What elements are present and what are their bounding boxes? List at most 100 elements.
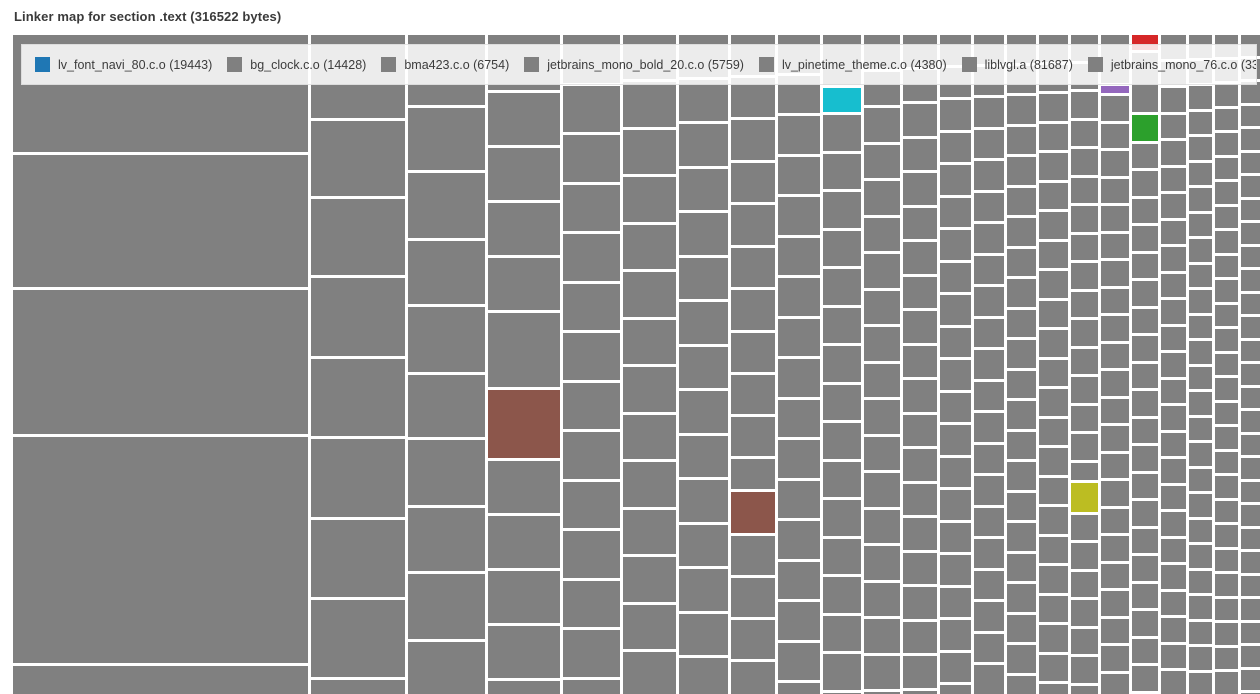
treemap-cell[interactable] <box>1161 247 1186 271</box>
treemap-cell[interactable] <box>940 230 971 260</box>
treemap-cell[interactable] <box>408 173 485 238</box>
treemap-cell[interactable] <box>974 602 1004 631</box>
treemap-cell[interactable] <box>488 148 560 200</box>
treemap-cell[interactable] <box>940 360 971 390</box>
treemap-cell[interactable] <box>1215 599 1238 620</box>
treemap-cell[interactable] <box>488 626 560 678</box>
treemap-cell[interactable] <box>1132 364 1158 388</box>
treemap-cell[interactable] <box>1161 539 1186 562</box>
treemap-cell[interactable] <box>940 555 971 585</box>
treemap-cell[interactable] <box>1241 670 1260 690</box>
treemap-cell[interactable] <box>903 415 937 446</box>
treemap-cell[interactable] <box>1039 94 1068 121</box>
treemap-cell[interactable] <box>408 642 485 694</box>
treemap-cell[interactable] <box>1189 469 1212 491</box>
treemap-cell[interactable] <box>1161 194 1186 218</box>
treemap-cell[interactable] <box>864 546 900 580</box>
treemap-cell[interactable] <box>679 436 728 477</box>
treemap-cell[interactable] <box>778 683 820 694</box>
treemap-cell[interactable] <box>1007 249 1036 276</box>
treemap-cell[interactable] <box>488 203 560 255</box>
treemap-cell[interactable] <box>1241 529 1260 549</box>
treemap-cell[interactable] <box>1071 235 1098 260</box>
treemap-cell[interactable] <box>563 185 620 231</box>
treemap-cell[interactable] <box>1241 223 1260 244</box>
treemap-cell[interactable] <box>1241 270 1260 291</box>
treemap-cell[interactable] <box>488 681 560 694</box>
treemap-cell[interactable] <box>778 440 820 478</box>
treemap-cell[interactable] <box>823 616 861 651</box>
treemap-cell[interactable] <box>1007 340 1036 368</box>
treemap-cell[interactable] <box>1241 505 1260 526</box>
treemap-cell[interactable] <box>903 449 937 481</box>
treemap-cell[interactable] <box>679 391 728 433</box>
treemap-cell[interactable] <box>1189 341 1212 364</box>
treemap-cell[interactable] <box>940 620 971 650</box>
treemap-cell[interactable] <box>1101 289 1129 313</box>
treemap-cell[interactable] <box>864 656 900 689</box>
treemap-cell[interactable] <box>1241 364 1260 385</box>
treemap-cell[interactable] <box>1215 574 1238 596</box>
treemap-cell[interactable] <box>1189 494 1212 517</box>
treemap-cell[interactable] <box>731 662 775 694</box>
treemap-cell[interactable] <box>1161 274 1186 297</box>
treemap-cell[interactable] <box>903 173 937 205</box>
treemap-cell[interactable] <box>1241 247 1260 267</box>
treemap-cell[interactable] <box>864 108 900 142</box>
treemap-cell[interactable] <box>778 562 820 599</box>
treemap-cell[interactable] <box>563 680 620 694</box>
treemap-cell[interactable] <box>563 432 620 479</box>
treemap-cell[interactable] <box>1241 599 1260 620</box>
treemap-cell[interactable] <box>864 364 900 397</box>
treemap-cell[interactable] <box>1007 645 1036 673</box>
treemap-cell[interactable] <box>311 520 405 597</box>
treemap-cell[interactable] <box>903 139 937 170</box>
treemap-cell[interactable] <box>974 350 1004 379</box>
treemap-cell[interactable] <box>778 278 820 316</box>
treemap-cell[interactable] <box>1101 564 1129 588</box>
treemap-cell[interactable] <box>1039 360 1068 386</box>
treemap-cell[interactable] <box>974 508 1004 536</box>
treemap-cell[interactable] <box>1071 206 1098 232</box>
treemap-cell[interactable] <box>823 577 861 613</box>
treemap-cell[interactable] <box>1189 367 1212 389</box>
treemap-cell[interactable] <box>1241 646 1260 667</box>
treemap-cell[interactable] <box>731 375 775 414</box>
treemap-cell[interactable] <box>311 600 405 677</box>
treemap-cell[interactable] <box>1132 336 1158 361</box>
treemap-cell[interactable] <box>864 218 900 251</box>
treemap-cell[interactable] <box>679 525 728 566</box>
treemap-cell[interactable] <box>1071 121 1098 146</box>
treemap-cell[interactable] <box>1161 88 1186 112</box>
treemap-cell[interactable] <box>823 231 861 266</box>
treemap-cell[interactable] <box>778 197 820 235</box>
treemap-cell[interactable] <box>1215 648 1238 669</box>
treemap-cell[interactable] <box>13 437 308 663</box>
treemap-cell[interactable] <box>1101 426 1129 451</box>
treemap-cell[interactable] <box>1215 256 1238 277</box>
treemap-cell[interactable] <box>940 393 971 422</box>
treemap-cell[interactable] <box>864 327 900 361</box>
treemap-cell[interactable] <box>1132 556 1158 581</box>
treemap-cell[interactable] <box>1007 493 1036 520</box>
treemap-cell[interactable] <box>1071 349 1098 374</box>
treemap-cell[interactable] <box>864 510 900 543</box>
treemap-cell[interactable] <box>1101 454 1129 478</box>
treemap-cell[interactable] <box>408 574 485 639</box>
treemap-cell[interactable] <box>1101 399 1129 423</box>
treemap-cell[interactable] <box>1215 378 1238 400</box>
treemap-cell[interactable] <box>488 313 560 387</box>
treemap-cell[interactable] <box>1241 435 1260 455</box>
treemap-cell[interactable] <box>731 536 775 575</box>
treemap-cell[interactable] <box>1215 280 1238 302</box>
treemap-cell[interactable] <box>311 199 405 275</box>
treemap-cell[interactable] <box>1189 86 1212 109</box>
treemap-cell[interactable] <box>1215 158 1238 179</box>
treemap-cell[interactable] <box>1101 481 1129 506</box>
treemap-cell[interactable] <box>679 614 728 655</box>
treemap-cell[interactable] <box>1007 96 1036 124</box>
treemap-cell[interactable] <box>1007 615 1036 642</box>
treemap-cell[interactable] <box>1039 183 1068 209</box>
treemap-cell[interactable] <box>1215 525 1238 547</box>
treemap-cell[interactable] <box>940 198 971 227</box>
